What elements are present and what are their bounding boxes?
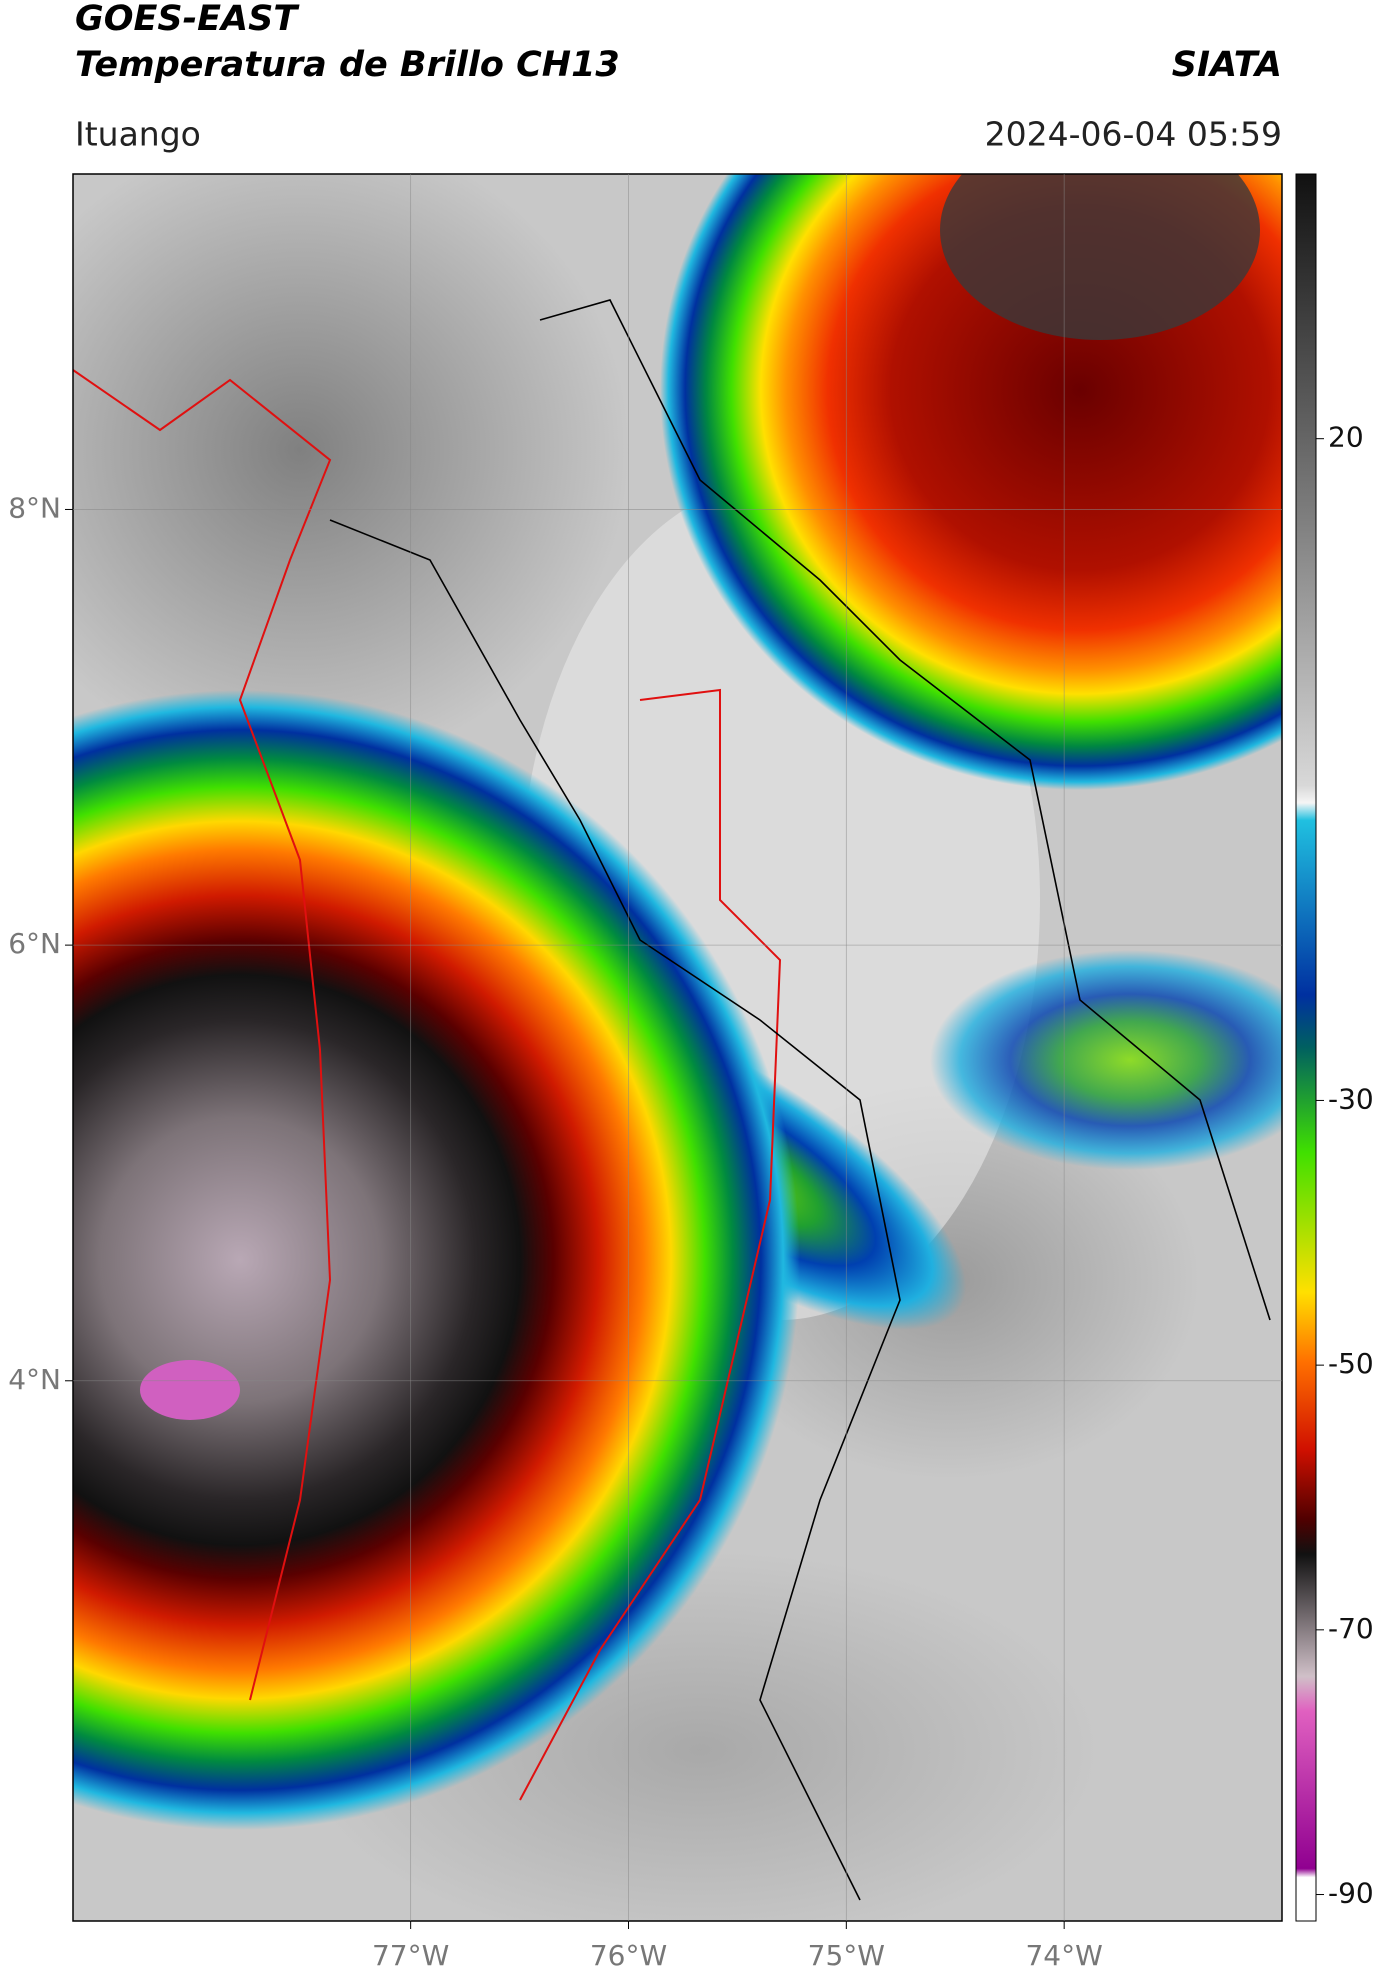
y-tick-label: 6°N [8,927,61,960]
colorbar-tick-label: -50 [1328,1347,1374,1380]
title: GOES-EAST [75,0,300,39]
x-tick-label: 74°W [1025,1939,1102,1972]
x-tick-label: 75°W [808,1939,885,1972]
colorbar-tick-label: -90 [1328,1877,1374,1910]
colorbar-tick-label: -30 [1328,1082,1374,1115]
x-tick-label: 77°W [372,1939,449,1972]
colorbar-tick-label: 20 [1328,421,1364,454]
colorbar [1295,173,1317,1922]
colorbar-tick-label: -70 [1328,1612,1374,1645]
map-frame [72,173,1283,1922]
x-tick-label: 76°W [590,1939,667,1972]
source: SIATA [1172,45,1282,85]
y-tick-label: 4°N [8,1363,61,1396]
location: Ituango [75,115,201,154]
datetime: 2024-06-04 05:59 [985,115,1282,154]
subtitle: Temperatura de Brillo CH13 [75,45,620,85]
y-tick-label: 8°N [8,491,61,524]
